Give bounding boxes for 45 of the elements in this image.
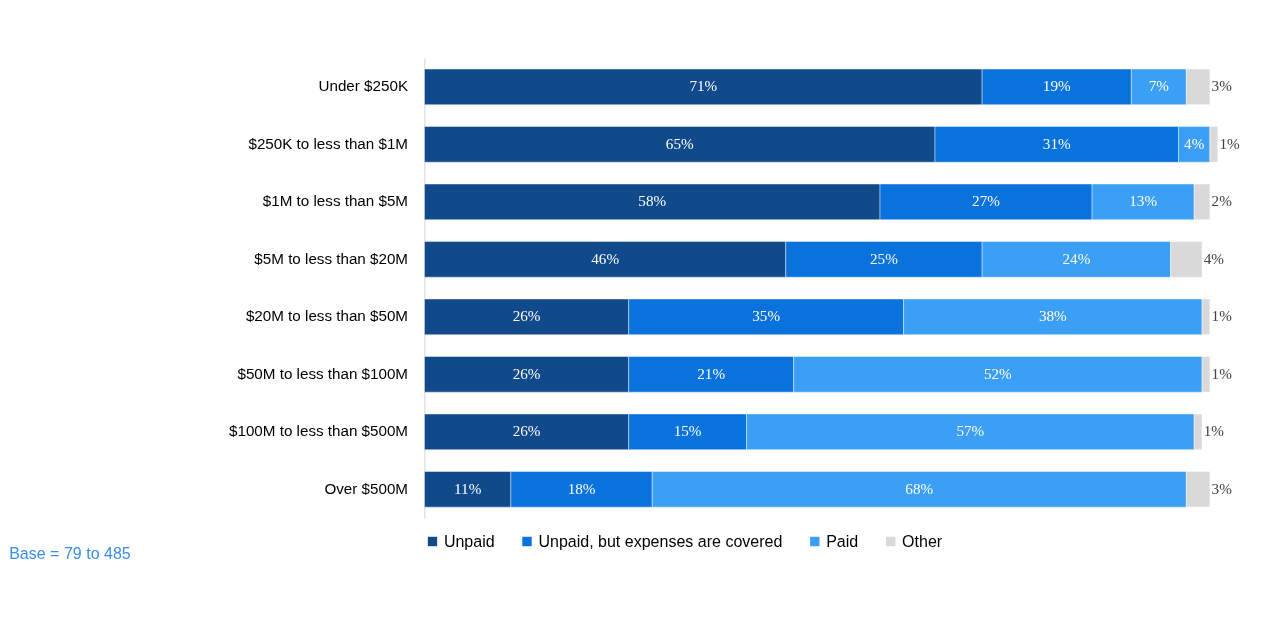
data-label: 31% — [1042, 134, 1071, 152]
y-tick-label: $100M to less than $500M — [229, 422, 409, 440]
data-label: 3% — [1211, 77, 1233, 95]
y-tick-label: Over $500M — [324, 479, 409, 497]
data-label: 26% — [512, 422, 541, 440]
legend-label: Unpaid — [443, 531, 495, 550]
data-label: 1% — [1203, 422, 1225, 440]
data-label: 68% — [905, 479, 934, 497]
data-label: 1% — [1211, 307, 1233, 325]
data-label: 25% — [870, 249, 899, 267]
data-label: 4% — [1184, 134, 1205, 152]
data-label: 52% — [983, 364, 1013, 382]
data-label: 71% — [689, 77, 718, 95]
data-label: 15% — [673, 422, 702, 440]
data-label: 65% — [665, 134, 694, 152]
data-label: 19% — [1042, 77, 1071, 95]
data-label: 57% — [956, 422, 985, 440]
data-label: 38% — [1038, 307, 1068, 325]
data-label: 18% — [567, 479, 596, 497]
data-label: 7% — [1148, 77, 1170, 95]
data-label: 46% — [591, 249, 620, 267]
data-label: 21% — [697, 364, 726, 382]
data-label: 58% — [638, 192, 667, 210]
data-label: 26% — [512, 307, 541, 325]
data-label: 24% — [1062, 249, 1091, 267]
data-label: 13% — [1129, 192, 1158, 210]
data-label: 2% — [1211, 192, 1233, 210]
y-tick-label: Under $250K — [318, 77, 409, 95]
y-tick-label: $50M to less than $100M — [237, 364, 409, 382]
data-label: 1% — [1219, 134, 1241, 152]
data-label: 27% — [972, 192, 1001, 210]
y-tick-label: $5M to less than $20M — [254, 249, 409, 267]
legend-label: Paid — [826, 531, 859, 550]
y-tick-label: $20M to less than $50M — [245, 307, 409, 325]
data-label: 4% — [1203, 249, 1225, 267]
data-label: 1% — [1211, 364, 1233, 382]
data-label: 26% — [512, 364, 541, 382]
y-tick-label: $1M to less than $5M — [262, 192, 409, 210]
data-label: 3% — [1211, 479, 1233, 497]
data-label: 35% — [752, 307, 781, 325]
data-label: 11% — [454, 479, 482, 497]
y-tick-label: $250K to less than $1M — [248, 134, 409, 152]
legend-label: Other — [902, 531, 943, 550]
legend-label: Unpaid, but expenses are covered — [538, 531, 783, 550]
text: Base = 79 to 485 — [9, 544, 131, 563]
